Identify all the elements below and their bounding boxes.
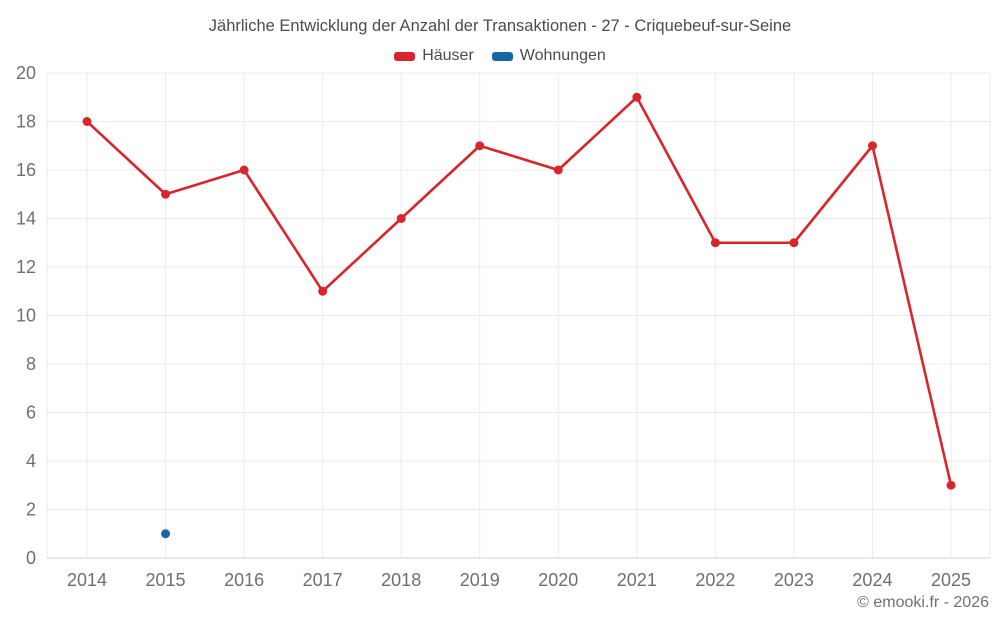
x-tick-label: 2015 [146, 570, 186, 590]
y-tick-label: 10 [16, 306, 36, 326]
x-tick-label: 2016 [224, 570, 264, 590]
legend-item-wohnungen[interactable]: Wohnungen [491, 47, 606, 65]
copyright-text: © emooki.fr - 2026 [857, 594, 989, 611]
series-point-häuser [867, 141, 877, 151]
x-tick-label: 2023 [774, 570, 814, 590]
series-point-häuser [710, 238, 720, 248]
series-point-häuser [475, 141, 485, 151]
y-tick-label: 0 [26, 548, 36, 568]
y-tick-label: 16 [16, 160, 36, 180]
series-point-häuser [632, 92, 642, 102]
series-point-wohnungen [161, 529, 171, 539]
series-line-häuser [85, 95, 953, 487]
y-tick-label: 4 [26, 451, 36, 471]
y-tick-label: 6 [26, 403, 36, 423]
series-point-häuser [553, 165, 563, 175]
series-point-häuser [946, 480, 956, 490]
series-point-häuser [318, 286, 328, 296]
wohnungen-legend-swatch-icon [491, 51, 513, 61]
series-point-häuser [239, 165, 249, 175]
x-tick-label: 2020 [538, 570, 578, 590]
y-tick-label: 8 [26, 354, 36, 374]
legend-item-haeuser[interactable]: Häuser [394, 47, 474, 65]
x-tick-label: 2018 [381, 570, 421, 590]
x-tick-label: 2019 [460, 570, 500, 590]
series-point-häuser [82, 117, 92, 126]
x-tick-label: 2025 [931, 570, 971, 590]
y-tick-label: 20 [16, 63, 36, 83]
x-tick-label: 2017 [303, 570, 343, 590]
y-tick-label: 18 [16, 112, 36, 132]
series-point-häuser [789, 238, 799, 248]
chart-legend: Häuser Wohnungen [0, 47, 1000, 65]
haeuser-legend-label: Häuser [422, 47, 474, 64]
wohnungen-legend-label: Wohnungen [519, 47, 606, 64]
x-tick-label: 2014 [67, 570, 107, 590]
x-tick-label: 2022 [695, 570, 735, 590]
y-tick-label: 12 [16, 257, 36, 277]
series-point-häuser [396, 214, 406, 223]
series-point-häuser [161, 189, 171, 199]
haeuser-legend-swatch-icon [394, 51, 416, 61]
x-tick-label: 2024 [852, 570, 892, 590]
y-tick-label: 14 [16, 209, 36, 229]
chart-title: Jährliche Entwicklung der Anzahl der Tra… [208, 17, 792, 35]
y-tick-label: 2 [26, 500, 36, 520]
x-tick-label: 2021 [617, 570, 657, 590]
